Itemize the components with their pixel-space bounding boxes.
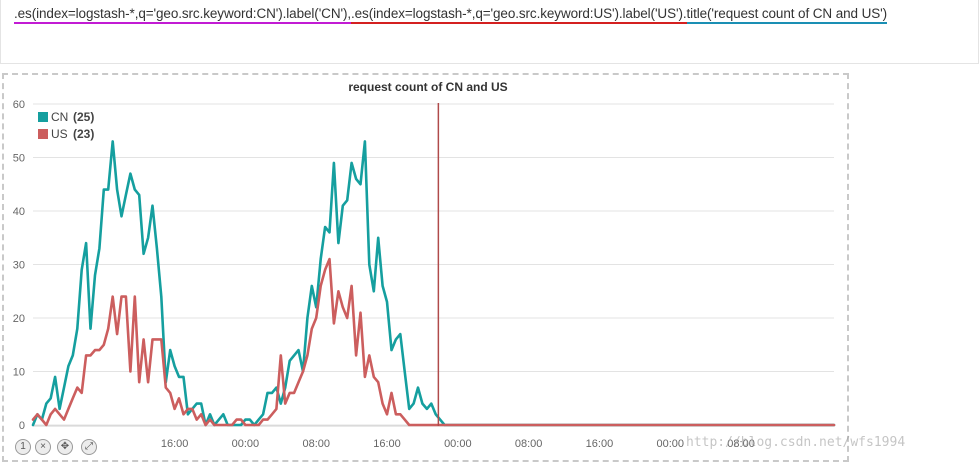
timeline-chart[interactable]: request count of CN and US 0 10 20 30 40 50 60… (4, 75, 847, 460)
legend-label-cn[interactable]: CN (51, 110, 68, 124)
chart-panel: request count of CN and US 0 10 20 30 40 50 60… (2, 73, 849, 462)
y-tick-label: 40 (13, 206, 25, 218)
x-tick-label: 16:00 (161, 438, 189, 450)
y-tick-label: 30 (13, 260, 25, 272)
y-tick-label: 50 (13, 153, 25, 165)
x-tick-label: 08:00 (515, 438, 543, 450)
series-lines (31, 140, 836, 427)
expression-text[interactable]: .es(index=logstash-*,q='geo.src.keyword:… (14, 6, 887, 24)
x-tick-label: 00:00 (656, 438, 684, 450)
x-axis: 16:00 00:00 08:00 16:00 00:00 08:00 16:00 00:00… (33, 425, 834, 450)
y-tick-label: 20 (13, 313, 25, 325)
legend-swatch-cn (38, 112, 48, 122)
legend-label-us[interactable]: US (51, 127, 68, 141)
x-tick-label: 00:00 (232, 438, 260, 450)
y-tick-label: 10 (13, 367, 25, 379)
expand-icon[interactable]: ⤢ (81, 439, 97, 455)
grid-lines (33, 103, 834, 426)
expression-part-cn: .es(index=logstash-*,q='geo.src.keyword:… (14, 6, 351, 24)
x-tick-label: 08:00 (727, 438, 755, 450)
chart-title: request count of CN and US (348, 80, 507, 94)
series-line-cn (31, 140, 836, 427)
zoom-reset-button[interactable]: 1 (15, 439, 31, 455)
pan-icon[interactable]: ✥ (57, 439, 73, 455)
expression-part-title: title('request count of CN and US') (686, 6, 887, 24)
x-tick-label: 08:00 (302, 438, 330, 450)
y-axis: 0 10 20 30 40 50 60 (13, 99, 25, 432)
legend-value-cn: (25) (73, 110, 94, 124)
y-tick-label: 0 (19, 420, 25, 432)
clear-icon[interactable]: × (35, 439, 51, 455)
watermark: http://blog.csdn.net/wfs1994 (686, 435, 906, 450)
expression-part-us: .es(index=logstash-*,q='geo.src.keyword:… (351, 6, 687, 24)
x-tick-label: 16:00 (373, 438, 401, 450)
x-tick-label: 00:00 (444, 438, 472, 450)
legend-swatch-us (38, 129, 48, 139)
legend: CN (25) US (23) (38, 110, 94, 141)
y-tick-label: 60 (13, 99, 25, 111)
expression-editor[interactable]: .es(index=logstash-*,q='geo.src.keyword:… (0, 0, 979, 64)
x-tick-label: 16:00 (586, 438, 614, 450)
legend-value-us: (23) (73, 127, 94, 141)
series-line-us (31, 257, 836, 427)
